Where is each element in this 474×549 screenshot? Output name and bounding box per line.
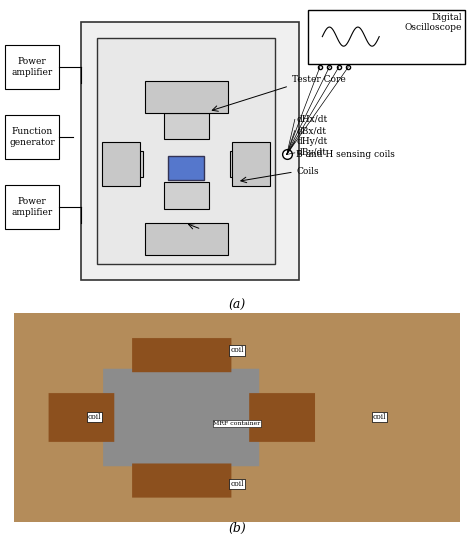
FancyBboxPatch shape	[97, 38, 275, 264]
Text: Power
amplifier: Power amplifier	[11, 57, 53, 76]
Text: dBy/dt: dBy/dt	[296, 148, 326, 158]
Text: dBx/dt: dBx/dt	[296, 126, 326, 135]
Text: (a): (a)	[228, 299, 246, 312]
Text: Digital
Oscilloscope: Digital Oscilloscope	[405, 13, 462, 32]
Text: coil: coil	[373, 413, 386, 421]
Text: (b): (b)	[228, 522, 246, 535]
Text: MRF container: MRF container	[213, 421, 261, 426]
Text: coil: coil	[230, 480, 244, 488]
FancyBboxPatch shape	[164, 182, 209, 209]
FancyBboxPatch shape	[5, 44, 59, 89]
FancyBboxPatch shape	[230, 150, 269, 177]
FancyBboxPatch shape	[102, 142, 140, 186]
Text: coil: coil	[88, 413, 101, 421]
FancyBboxPatch shape	[168, 156, 204, 180]
Text: Coils: Coils	[296, 167, 319, 176]
FancyBboxPatch shape	[145, 223, 228, 255]
Text: Power
amplifier: Power amplifier	[11, 197, 53, 217]
Text: dHy/dt: dHy/dt	[296, 137, 328, 146]
Text: coil: coil	[230, 346, 244, 355]
FancyBboxPatch shape	[145, 81, 228, 113]
Text: dHx/dt: dHx/dt	[296, 115, 328, 124]
FancyBboxPatch shape	[5, 115, 59, 159]
Text: Tester Core: Tester Core	[292, 75, 345, 85]
FancyBboxPatch shape	[104, 150, 143, 177]
Text: B and H sensing coils: B and H sensing coils	[296, 150, 395, 159]
FancyBboxPatch shape	[308, 9, 465, 64]
FancyBboxPatch shape	[232, 142, 270, 186]
FancyBboxPatch shape	[81, 23, 299, 280]
FancyBboxPatch shape	[164, 113, 209, 138]
FancyBboxPatch shape	[5, 184, 59, 229]
Text: Function
generator: Function generator	[9, 127, 55, 147]
